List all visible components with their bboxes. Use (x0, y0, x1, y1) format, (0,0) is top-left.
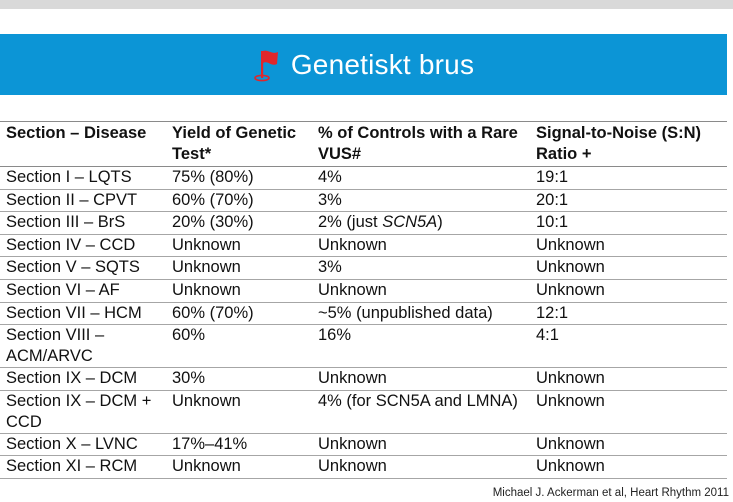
table-row: Section IX – DCM + CCD Unknown 4% (for S… (0, 390, 727, 434)
cell-section: Section IV – CCD (0, 234, 166, 258)
table-row: Section V – SQTS Unknown 3% Unknown (0, 256, 727, 280)
cell-vus: 3% (312, 189, 530, 213)
cell-ratio: Unknown (530, 455, 727, 479)
cell-vus: Unknown (312, 234, 530, 258)
header-signal-noise: Signal-to-Noise (S:N) Ratio + (530, 121, 727, 167)
cell-section: Section VIII – ACM/ARVC (0, 324, 166, 369)
cell-section: Section II – CPVT (0, 189, 166, 213)
cell-yield: Unknown (166, 390, 312, 434)
cell-yield: 60% (70%) (166, 189, 312, 213)
cell-vus: 4% (for SCN5A and LMNA) (312, 390, 530, 434)
cell-yield: Unknown (166, 279, 312, 303)
cell-vus: Unknown (312, 367, 530, 391)
cell-vus: 2% (just SCN5A) (312, 211, 530, 235)
gene-name: SCN5A (382, 213, 438, 232)
table-row: Section XI – RCM Unknown Unknown Unknown (0, 455, 727, 479)
cell-section: Section X – LVNC (0, 433, 166, 457)
table-row: Section VII – HCM 60% (70%) ~5% (unpubli… (0, 302, 727, 326)
table-row: Section VIII – ACM/ARVC 60% 16% 4:1 (0, 324, 727, 369)
cell-ratio: Unknown (530, 234, 727, 258)
cell-yield: Unknown (166, 234, 312, 258)
cell-yield: 30% (166, 367, 312, 391)
cell-vus: Unknown (312, 433, 530, 457)
cell-yield: 75% (80%) (166, 166, 312, 190)
cell-yield: 60% (166, 324, 312, 369)
banner-content: Genetiskt brus (253, 47, 474, 83)
cell-vus: Unknown (312, 455, 530, 479)
flag-icon (254, 50, 278, 81)
header-section-disease: Section – Disease (0, 121, 166, 167)
cell-section: Section VII – HCM (0, 302, 166, 326)
source-citation: Michael J. Ackerman et al, Heart Rhythm … (492, 487, 729, 499)
cell-ratio: 4:1 (530, 324, 727, 369)
genetic-test-table: Section – Disease Yield of Genetic Test*… (0, 121, 727, 479)
cell-ratio: 19:1 (530, 166, 727, 190)
cell-section: Section XI – RCM (0, 455, 166, 479)
table-body: Section I – LQTS 75% (80%) 4% 19:1 Secti… (0, 166, 727, 479)
top-strip (0, 0, 733, 9)
cell-section: Section V – SQTS (0, 256, 166, 280)
header-yield: Yield of Genetic Test* (166, 121, 312, 167)
header-row: Section – Disease Yield of Genetic Test*… (0, 121, 727, 167)
table-row: Section II – CPVT 60% (70%) 3% 20:1 (0, 189, 727, 213)
cell-yield: Unknown (166, 455, 312, 479)
cell-vus: Unknown (312, 279, 530, 303)
cell-section: Section IX – DCM + CCD (0, 390, 166, 434)
cell-vus: 3% (312, 256, 530, 280)
table-row: Section X – LVNC 17%–41% Unknown Unknown (0, 433, 727, 457)
table-row: Section I – LQTS 75% (80%) 4% 19:1 (0, 166, 727, 190)
cell-vus: ~5% (unpublished data) (312, 302, 530, 326)
cell-vus: 4% (312, 166, 530, 190)
table-header: Section – Disease Yield of Genetic Test*… (0, 121, 727, 167)
cell-section: Section III – BrS (0, 211, 166, 235)
cell-section: Section I – LQTS (0, 166, 166, 190)
cell-vus: 16% (312, 324, 530, 369)
header-controls-vus: % of Controls with a Rare VUS# (312, 121, 530, 167)
cell-ratio: Unknown (530, 367, 727, 391)
cell-yield: Unknown (166, 256, 312, 280)
table-row: Section IV – CCD Unknown Unknown Unknown (0, 234, 727, 258)
cell-yield: 60% (70%) (166, 302, 312, 326)
cell-section: Section IX – DCM (0, 367, 166, 391)
title-banner: Genetiskt brus (0, 34, 727, 95)
cell-yield: 20% (30%) (166, 211, 312, 235)
slide-title: Genetiskt brus (290, 48, 475, 80)
cell-section: Section VI – AF (0, 279, 166, 303)
cell-ratio: Unknown (530, 433, 727, 457)
table-row: Section VI – AF Unknown Unknown Unknown (0, 279, 727, 303)
cell-ratio: 12:1 (530, 302, 727, 326)
cell-yield: 17%–41% (166, 433, 312, 457)
cell-ratio: 10:1 (530, 211, 727, 235)
table-row: Section III – BrS 20% (30%) 2% (just SCN… (0, 211, 727, 235)
cell-ratio: Unknown (530, 256, 727, 280)
vus-close: ) (437, 213, 443, 232)
cell-ratio: Unknown (530, 279, 727, 303)
cell-ratio: Unknown (530, 390, 727, 434)
cell-ratio: 20:1 (530, 189, 727, 213)
vus-text: 2% (just (318, 213, 383, 232)
table-row: Section IX – DCM 30% Unknown Unknown (0, 367, 727, 391)
